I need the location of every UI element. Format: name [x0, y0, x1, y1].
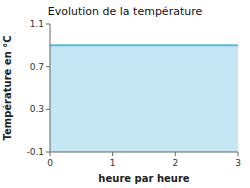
y-tick: [46, 109, 50, 110]
x-tick-label: 3: [235, 158, 241, 168]
y-tick-label: 0.7: [30, 62, 44, 72]
x-axis-label: heure par heure: [98, 173, 189, 184]
axes: 0 1 2 3 -0.1 0.3 0.7 1.1: [26, 19, 240, 168]
x-tick-label: 0: [47, 158, 53, 168]
chart-title: Evolution de la température: [48, 5, 203, 18]
x-tick: [50, 152, 51, 156]
y-tick: [46, 152, 50, 153]
x-tick: [238, 152, 239, 156]
chart-container: 0 1 2 3 -0.1 0.3 0.7 1.1 heure par heure Températ…: [0, 0, 250, 188]
area-line: [50, 44, 238, 46]
y-tick: [46, 66, 50, 67]
x-tick-label: 2: [172, 158, 178, 168]
plot-area: [50, 45, 238, 152]
area-fill: [50, 45, 238, 152]
chart-svg: 0 1 2 3 -0.1 0.3 0.7 1.1 heure par heure Températ…: [0, 0, 250, 188]
x-tick: [175, 152, 176, 156]
y-axis-label: Température en °C: [2, 35, 13, 140]
x-axis-line: [50, 152, 238, 153]
y-tick-label: 0.3: [30, 104, 44, 114]
x-tick-label: 1: [110, 158, 116, 168]
y-axis-line: [50, 24, 51, 152]
y-tick: [46, 24, 50, 25]
y-tick-label: -0.1: [26, 147, 44, 157]
y-tick-label: 1.1: [30, 19, 44, 29]
x-tick: [112, 152, 113, 156]
